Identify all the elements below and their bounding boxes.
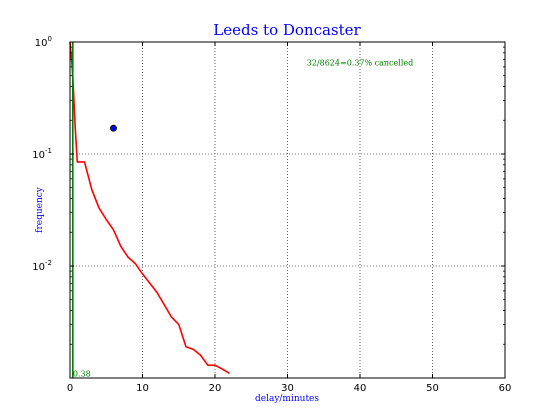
points-layer	[110, 124, 117, 132]
series-layer	[69, 41, 230, 378]
data-point	[110, 124, 117, 132]
annotation-text: 32/8624=0.37% cancelled	[307, 58, 413, 67]
y-tick-label: 100	[35, 35, 52, 49]
grid	[69, 41, 506, 378]
y-axis-label: frequency	[35, 186, 45, 233]
x-tick-label: 20	[209, 383, 222, 394]
x-tick-label: 30	[281, 383, 294, 394]
ticks: 0 10 20 30 40 50 60 100 10-1 10-2	[32, 35, 511, 394]
chart-title: Leeds to Doncaster	[213, 21, 361, 39]
y-tick-label: 10-2	[32, 259, 52, 273]
annotations: 32/8624=0.37% cancelled 0.38	[73, 58, 413, 378]
x-tick-label: 50	[426, 383, 439, 394]
y-tick-label: 10-1	[32, 147, 52, 161]
annotation-text: 0.38	[73, 370, 91, 379]
x-tick-label: 60	[499, 383, 512, 394]
x-tick-label: 40	[354, 383, 367, 394]
x-axis-label: delay/minutes	[255, 394, 319, 404]
series-line-1	[69, 41, 230, 375]
x-tick-label: 10	[136, 383, 149, 394]
x-tick-label: 0	[67, 383, 73, 394]
